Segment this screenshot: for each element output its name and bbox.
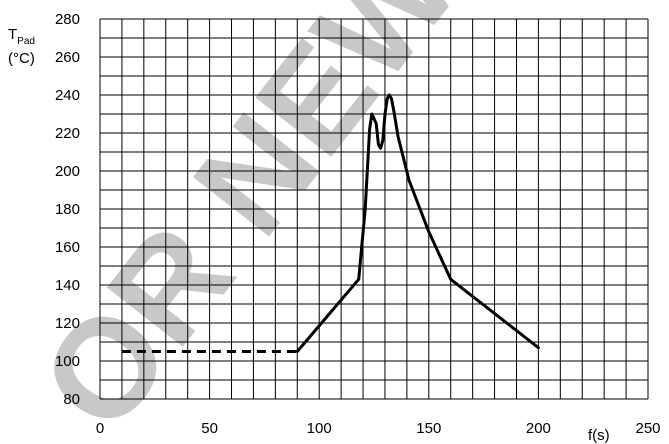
x-axis-label: f(s) xyxy=(588,427,610,444)
y-axis-label-main: T xyxy=(8,26,17,43)
x-tick-label: 250 xyxy=(635,420,660,437)
x-tick-label: 150 xyxy=(416,420,441,437)
tick-labels: 80 100 120 140 160 180 200 220 240 260 280 0 50 100 15… xyxy=(55,11,661,437)
series-line-solid xyxy=(295,93,540,353)
x-tick-label: 0 xyxy=(96,420,104,437)
y-tick-label: 140 xyxy=(55,277,80,294)
y-tick-label: 200 xyxy=(55,163,80,180)
y-tick-label: 120 xyxy=(55,315,80,332)
y-axis-label: TPad xyxy=(8,26,35,47)
y-tick-label: 280 xyxy=(55,11,80,28)
x-tick-label: 50 xyxy=(201,420,218,437)
watermark: OR NEW xyxy=(10,0,488,444)
y-tick-label: 260 xyxy=(55,49,80,66)
series-group xyxy=(121,93,540,353)
y-tick-label: 160 xyxy=(55,239,80,256)
y-axis-label-sub: Pad xyxy=(17,36,35,47)
y-tick-label: 80 xyxy=(63,391,80,408)
y-tick-label: 240 xyxy=(55,87,80,104)
x-tick-label: 100 xyxy=(307,420,332,437)
y-axis-unit: (°C) xyxy=(8,50,35,67)
x-tick-label: 200 xyxy=(526,420,551,437)
watermark-text: OR NEW xyxy=(10,0,488,444)
y-tick-label: 220 xyxy=(55,125,80,142)
y-tick-label: 100 xyxy=(55,353,80,370)
grid xyxy=(99,18,649,400)
y-tick-label: 180 xyxy=(55,201,80,218)
